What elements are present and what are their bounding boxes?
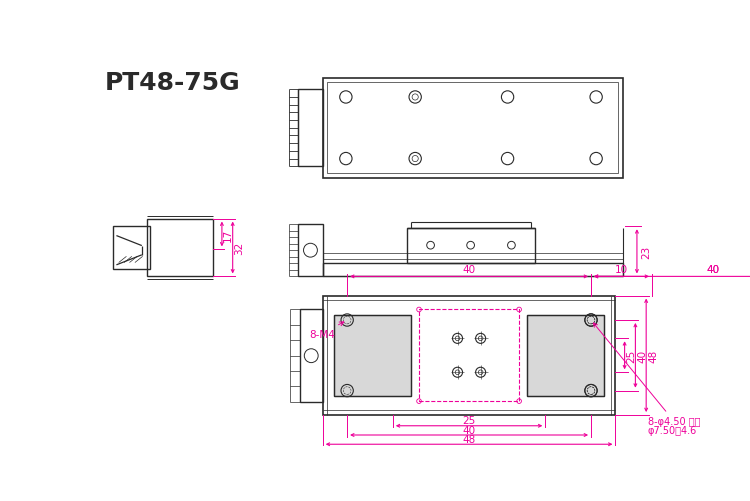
Text: 40: 40	[706, 265, 719, 275]
Text: 40: 40	[706, 265, 719, 275]
Bar	[322, 79, 623, 178]
Bar	[300, 310, 322, 402]
Text: φ7.50深4.6: φ7.50深4.6	[648, 425, 697, 435]
Bar	[298, 90, 322, 167]
Bar	[112, 227, 149, 269]
Bar	[334, 315, 411, 396]
Bar	[407, 228, 535, 263]
Text: PT48-75G: PT48-75G	[105, 71, 241, 95]
Text: 25: 25	[463, 415, 476, 425]
Bar	[328, 83, 619, 174]
Text: 25: 25	[626, 349, 637, 362]
Text: 32: 32	[234, 241, 244, 255]
Text: 8-M4: 8-M4	[309, 322, 344, 339]
Text: 40: 40	[638, 349, 647, 362]
Bar	[322, 263, 623, 277]
Text: 8-φ4.50 㛂穿: 8-φ4.50 㛂穿	[593, 323, 700, 426]
Bar	[147, 219, 213, 277]
Text: 23: 23	[641, 245, 651, 259]
Text: 48: 48	[648, 349, 658, 362]
Text: 10: 10	[615, 265, 628, 275]
Bar	[334, 315, 411, 396]
Bar	[322, 296, 615, 415]
Bar	[298, 224, 322, 277]
Bar	[419, 310, 519, 401]
Bar	[526, 315, 604, 396]
Bar	[526, 315, 604, 396]
Text: 40: 40	[463, 265, 476, 275]
Text: 40: 40	[463, 425, 476, 435]
Text: 17: 17	[223, 228, 233, 241]
Text: 48: 48	[463, 434, 476, 444]
